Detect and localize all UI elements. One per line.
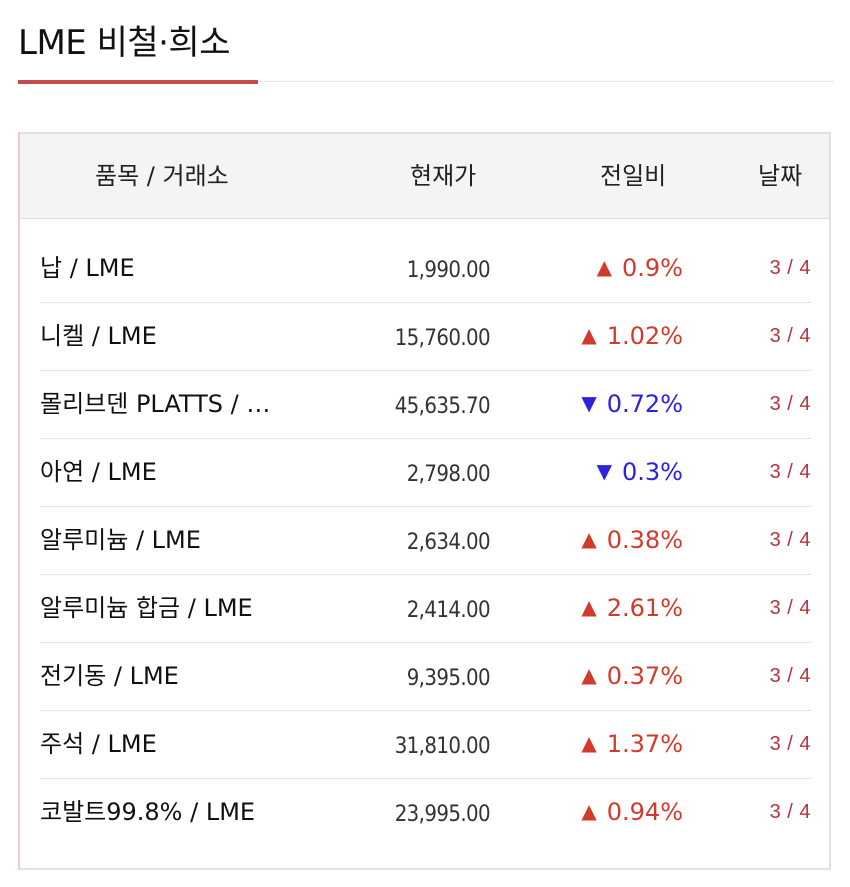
- title-divider: [258, 81, 833, 82]
- table-row[interactable]: 주석 / LME 31,810.00 ▲ 1.37% 3 / 4: [40, 710, 811, 779]
- table-row[interactable]: 알루미늄 합금 / LME 2,414.00 ▲ 2.61% 3 / 4: [40, 574, 811, 643]
- date-value: 3 / 4: [769, 733, 811, 755]
- change-percent: 0.38%: [606, 526, 683, 554]
- date-value: 3 / 4: [769, 325, 811, 347]
- table-row[interactable]: 전기동 / LME 9,395.00 ▲ 0.37% 3 / 4: [40, 642, 811, 711]
- triangle-up-icon: ▲: [581, 799, 597, 823]
- date-value: 3 / 4: [769, 665, 811, 687]
- column-header-price: 현재가: [410, 162, 477, 190]
- item-name-link[interactable]: 알루미늄 / LME: [40, 526, 201, 554]
- current-price: 23,995.00: [394, 802, 491, 827]
- change-percent: 1.37%: [606, 730, 683, 758]
- current-price: 45,635.70: [394, 394, 491, 419]
- current-price: 9,395.00: [406, 666, 491, 691]
- column-header-change: 전일비: [600, 162, 667, 190]
- date-value: 3 / 4: [769, 257, 811, 279]
- triangle-up-icon: ▲: [581, 595, 597, 619]
- table-row[interactable]: 니켈 / LME 15,760.00 ▲ 1.02% 3 / 4: [40, 302, 811, 371]
- change-value: ▲ 0.94%: [540, 778, 683, 847]
- change-value: ▲ 0.38%: [540, 506, 683, 575]
- change-percent: 0.37%: [606, 662, 683, 690]
- change-value: ▲ 0.37%: [540, 642, 683, 711]
- triangle-up-icon: ▲: [596, 255, 613, 279]
- item-name-link[interactable]: 코발트99.8% / LME: [40, 798, 256, 826]
- change-percent: 1.02%: [606, 322, 683, 350]
- item-name-link[interactable]: 몰리브덴 PLATTS / …: [40, 390, 271, 418]
- price-table: 품목 / 거래소 현재가 전일비 날짜 납 / LME 1,990.00 ▲ 0.9%…: [18, 132, 831, 870]
- change-percent: 2.61%: [606, 594, 683, 622]
- table-row[interactable]: 아연 / LME 2,798.00 ▼ 0.3% 3 / 4: [40, 438, 811, 507]
- current-price: 2,634.00: [406, 530, 491, 555]
- item-name-link[interactable]: 아연 / LME: [40, 458, 157, 486]
- item-name-link[interactable]: 주석 / LME: [40, 730, 157, 758]
- triangle-up-icon: ▲: [581, 527, 597, 551]
- current-price: 31,810.00: [394, 734, 491, 759]
- date-value: 3 / 4: [769, 801, 811, 823]
- change-value: ▲ 2.61%: [540, 574, 683, 643]
- table-row[interactable]: 코발트99.8% / LME 23,995.00 ▲ 0.94% 3 / 4: [40, 778, 811, 846]
- column-header-item: 품목 / 거래소: [95, 162, 229, 190]
- date-value: 3 / 4: [769, 393, 811, 415]
- date-value: 3 / 4: [769, 529, 811, 551]
- table-header: 품목 / 거래소 현재가 전일비 날짜: [20, 134, 829, 219]
- date-value: 3 / 4: [769, 597, 811, 619]
- change-value: ▲ 0.9%: [540, 234, 683, 303]
- date-value: 3 / 4: [769, 461, 811, 483]
- card-accent-border: [18, 132, 20, 870]
- current-price: 15,760.00: [394, 326, 491, 351]
- section-title: LME 비철·희소: [18, 23, 231, 63]
- triangle-down-icon: ▼: [581, 391, 597, 415]
- triangle-up-icon: ▲: [581, 731, 597, 755]
- change-percent: 0.9%: [622, 254, 683, 282]
- change-value: ▲ 1.37%: [540, 710, 683, 779]
- current-price: 1,990.00: [406, 258, 491, 283]
- current-price: 2,798.00: [406, 462, 491, 487]
- table-row[interactable]: 몰리브덴 PLATTS / … 45,635.70 ▼ 0.72% 3 / 4: [40, 370, 811, 439]
- triangle-up-icon: ▲: [581, 323, 597, 347]
- item-name-link[interactable]: 납 / LME: [40, 254, 135, 282]
- column-header-date: 날짜: [758, 162, 803, 190]
- change-value: ▼ 0.3%: [540, 438, 683, 507]
- triangle-down-icon: ▼: [596, 459, 613, 483]
- change-percent: 0.72%: [606, 390, 683, 418]
- table-row[interactable]: 납 / LME 1,990.00 ▲ 0.9% 3 / 4: [40, 234, 811, 303]
- item-name-link[interactable]: 알루미늄 합금 / LME: [40, 594, 253, 622]
- change-percent: 0.94%: [606, 798, 683, 826]
- change-value: ▼ 0.72%: [540, 370, 683, 439]
- item-name-link[interactable]: 전기동 / LME: [40, 662, 179, 690]
- change-value: ▲ 1.02%: [540, 302, 683, 371]
- current-price: 2,414.00: [406, 598, 491, 623]
- change-percent: 0.3%: [622, 458, 683, 486]
- triangle-up-icon: ▲: [581, 663, 597, 687]
- table-row[interactable]: 알루미늄 / LME 2,634.00 ▲ 0.38% 3 / 4: [40, 506, 811, 575]
- item-name-link[interactable]: 니켈 / LME: [40, 322, 157, 350]
- title-underline: [18, 80, 258, 84]
